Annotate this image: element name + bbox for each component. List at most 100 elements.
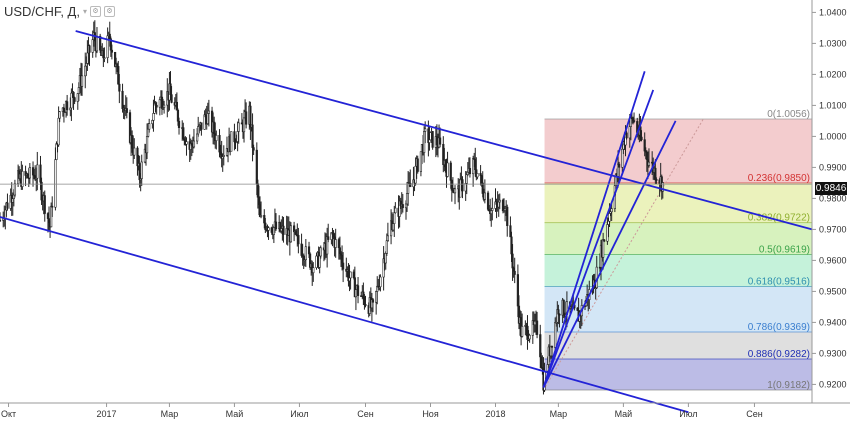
- candle-body: [31, 167, 35, 176]
- candle-body: [631, 118, 635, 121]
- candle-body: [431, 131, 434, 148]
- candle-body: [46, 213, 50, 219]
- candle-body: [66, 101, 69, 111]
- x-tick-label: Сен: [357, 409, 374, 419]
- fib-level-label: 0.5(0.9619): [759, 245, 810, 256]
- candle-body: [21, 170, 24, 187]
- candle-body: [267, 227, 270, 231]
- candle-body: [364, 304, 367, 306]
- candle-body: [263, 215, 266, 224]
- chevron-down-icon[interactable]: ▾: [82, 6, 87, 16]
- settings-icon[interactable]: ⚙: [90, 5, 101, 17]
- candle-body: [606, 224, 609, 242]
- candle-body: [252, 147, 255, 151]
- candle-body: [196, 133, 199, 142]
- candle-body: [446, 162, 449, 177]
- candle-body: [282, 225, 285, 235]
- x-tick-label: Июл: [290, 409, 308, 419]
- candle-body: [645, 151, 648, 160]
- y-tick-label: 0.9600: [819, 255, 847, 265]
- candle-body: [362, 291, 365, 298]
- candle-body: [11, 198, 14, 203]
- candle-body: [62, 107, 66, 112]
- candle-body: [86, 52, 89, 64]
- candle-body: [304, 246, 307, 261]
- gear-icon[interactable]: ⚙: [104, 5, 115, 17]
- candle-body: [643, 139, 646, 152]
- candle-body: [40, 181, 43, 201]
- candle-body: [70, 92, 73, 109]
- candle-body: [479, 173, 482, 176]
- candle-body: [449, 162, 452, 181]
- candle-body: [356, 285, 360, 296]
- candle-body: [163, 104, 166, 108]
- candle-body: [215, 135, 218, 141]
- candle-body: [230, 131, 233, 152]
- candle-body: [435, 136, 439, 146]
- candle-body: [340, 254, 344, 264]
- candle-body: [428, 139, 431, 143]
- y-tick-label: 1.0300: [819, 38, 847, 48]
- symbol-title[interactable]: USD/CHF, Д,: [4, 3, 80, 19]
- candle-body: [4, 209, 7, 219]
- candle-body: [312, 267, 315, 274]
- candle-body: [654, 167, 657, 180]
- x-tick-label: Май: [615, 409, 633, 419]
- candle-body: [176, 109, 180, 122]
- candle-body: [337, 239, 340, 249]
- candle-body: [539, 334, 542, 358]
- candle-body: [557, 309, 560, 315]
- candle-body: [200, 122, 203, 130]
- candle-body: [379, 276, 382, 288]
- candle-body: [453, 188, 457, 194]
- trend-line: [542, 120, 677, 388]
- candle-body: [483, 192, 486, 200]
- x-tick-label: Май: [226, 409, 244, 419]
- candle-body: [516, 274, 519, 307]
- candle-body: [80, 75, 84, 87]
- candle-body: [472, 158, 475, 175]
- candle-body: [295, 230, 298, 235]
- fib-level-label: 0(1.0056): [767, 109, 810, 120]
- candle-body: [85, 63, 88, 67]
- candle-body: [245, 111, 248, 125]
- candle-body: [375, 291, 378, 303]
- candle-body: [272, 227, 275, 235]
- fib-zone: [544, 332, 812, 359]
- candle-body: [43, 195, 46, 214]
- y-tick-label: 1.0100: [819, 100, 847, 110]
- candle-body: [151, 120, 154, 124]
- candle-body: [219, 151, 222, 155]
- candle-body: [148, 123, 151, 130]
- candle-body: [0, 219, 2, 222]
- fibonacci-retracement[interactable]: 0(1.0056) 0.236(0.9850) 0.382(0.9722) 0.5(0…: [543, 109, 812, 391]
- candle-body: [152, 113, 155, 121]
- y-tick-label: 0.9800: [819, 193, 847, 203]
- candle-body: [103, 57, 106, 59]
- candle-body: [416, 158, 419, 172]
- candle-body: [26, 173, 29, 178]
- candle-body: [255, 149, 258, 185]
- candle-body: [628, 126, 631, 139]
- candle-body: [91, 39, 94, 53]
- candle-body: [495, 201, 498, 205]
- candle-body: [39, 164, 42, 183]
- candle-body: [466, 171, 469, 175]
- trend-lines[interactable]: [0, 30, 813, 414]
- candle-body: [632, 120, 636, 122]
- candle-body: [158, 99, 161, 108]
- candle-body: [206, 113, 209, 124]
- candle-body: [332, 233, 335, 238]
- y-tick-label: 1.0200: [819, 69, 847, 79]
- candle-body: [513, 270, 516, 275]
- candle-body: [297, 235, 300, 245]
- candle-body: [213, 121, 216, 134]
- y-tick-label: 0.9200: [819, 379, 847, 389]
- candle-body: [76, 93, 79, 102]
- candle-body: [257, 196, 261, 205]
- candle-body: [608, 213, 611, 222]
- candle-body: [414, 165, 417, 184]
- candle-body: [251, 124, 254, 148]
